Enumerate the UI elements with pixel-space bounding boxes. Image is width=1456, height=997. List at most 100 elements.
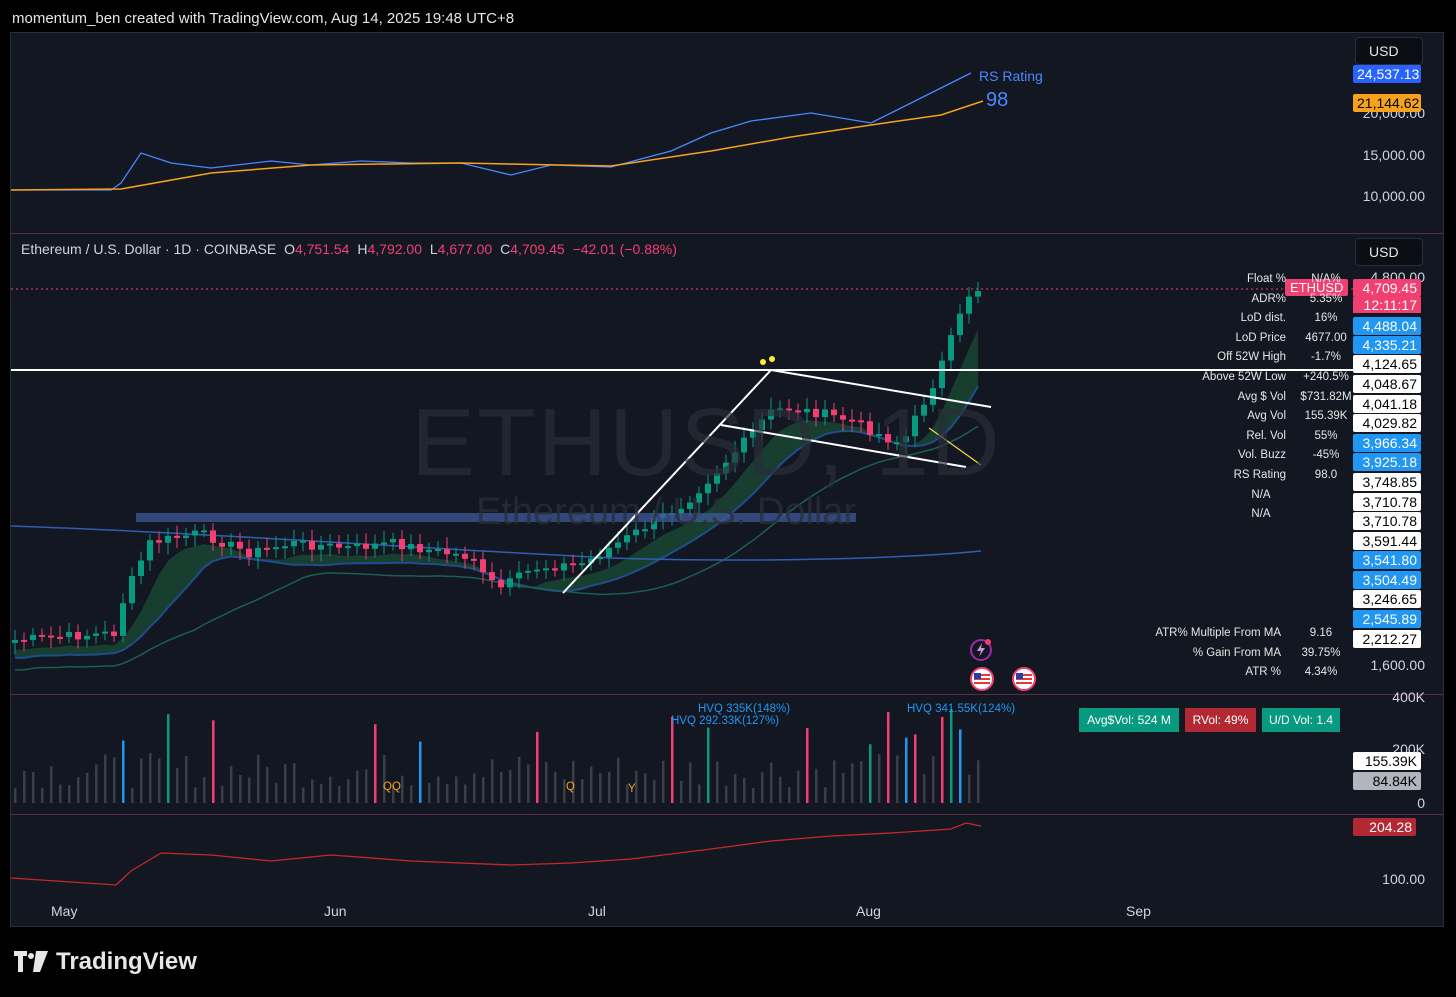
candle-body (534, 569, 540, 572)
volume-bar (212, 720, 215, 803)
stats-key: LoD dist. (1240, 312, 1286, 325)
chart-canvas[interactable] (11, 33, 1443, 926)
candle-body (291, 541, 297, 547)
candle-body (363, 543, 369, 549)
trendline-flag-bottom (720, 424, 967, 468)
candle-body (615, 542, 621, 548)
volume-bar (50, 766, 53, 803)
candle-body (120, 603, 126, 636)
ohlc-high: 4,792.00 (367, 241, 422, 257)
candle-body (723, 462, 729, 474)
candle-body (705, 483, 711, 494)
hvq-label: HVQ 335K(148%) (698, 703, 791, 715)
volume-bar (59, 784, 62, 803)
volume-bar (932, 756, 935, 803)
volume-bar (860, 761, 863, 803)
volume-bar (806, 728, 809, 803)
candle-body (732, 452, 738, 463)
candle-body (786, 408, 792, 411)
volume-bar (743, 778, 746, 803)
volume-bar (896, 755, 899, 803)
time-axis-label: Sep (1126, 903, 1151, 919)
volume-bar (194, 787, 197, 803)
symbol-watermark: ETHUSD, 1D (411, 389, 1002, 496)
candle-body (849, 419, 855, 422)
volume-bar (977, 760, 980, 803)
price-tag-level: 3,246.65 (1353, 590, 1421, 608)
volume-bar (131, 787, 134, 803)
candle-body (147, 540, 153, 561)
symbol-legend[interactable]: Ethereum / U.S. Dollar · 1D · COINBASE O… (21, 241, 681, 257)
volume-bar (635, 770, 638, 803)
candle-body (606, 547, 612, 558)
volume-bar (41, 787, 44, 803)
bar-countdown: 12:11:17 (1353, 297, 1421, 313)
candle-body (255, 547, 261, 558)
volume-bar (473, 773, 476, 803)
volume-bar (590, 766, 593, 803)
volume-bar (797, 770, 800, 803)
volume-bar (527, 764, 530, 803)
event-marker-qq[interactable]: QQ (383, 781, 401, 793)
us-flag-icon[interactable] (1011, 666, 1037, 692)
currency-button-top[interactable]: USD (1355, 37, 1423, 65)
volume-bar (824, 787, 827, 803)
candle-body (219, 542, 225, 547)
currency-button-main[interactable]: USD (1355, 238, 1423, 266)
price-tag-level: 4,124.65 (1353, 355, 1421, 373)
candle-body (381, 542, 387, 545)
atr-value: 39.75% (1301, 646, 1341, 659)
volume-bar (347, 779, 350, 803)
volume-bar (959, 729, 962, 803)
candle-body (570, 563, 576, 566)
pane-separator-rs[interactable] (11, 814, 1443, 815)
candle-body (948, 335, 954, 361)
volume-bar (374, 724, 377, 803)
price-tag-rs-line: 24,537.13 (1353, 65, 1421, 83)
time-axis-label: Jun (324, 903, 347, 919)
volume-tag-avg: 155.39K (1353, 752, 1421, 770)
volume-bar (752, 787, 755, 803)
ohlc-open: 4,751.54 (294, 241, 350, 257)
price-tag-level: 4,335.21 (1353, 336, 1421, 354)
candle-body (516, 572, 522, 579)
symbol-name[interactable]: Ethereum / U.S. Dollar · 1D · COINBASE (21, 241, 277, 257)
volume-bar (311, 779, 314, 803)
candle-body (768, 409, 774, 420)
candle-body (777, 408, 783, 411)
header-attribution: momentum_ben created with TradingView.co… (12, 10, 515, 27)
candle-body (813, 408, 819, 418)
volume-bar (653, 780, 656, 803)
footer-brand-name: TradingView (56, 948, 197, 975)
event-marker-q[interactable]: Q (566, 781, 575, 793)
candle-body (795, 410, 801, 413)
stats-value: -1.7% (1310, 351, 1342, 364)
ohlc-close-label: C (500, 241, 511, 257)
candle-body (174, 535, 180, 539)
up-down-volume-badge: U/D Vol: 1.4 (1262, 708, 1340, 732)
volume-bar (401, 775, 404, 803)
us-flag-icon[interactable] (969, 666, 995, 692)
event-marker-y[interactable]: Y (628, 783, 636, 795)
pane-separator-top[interactable] (11, 233, 1443, 234)
volume-bar (770, 762, 773, 803)
chart-frame[interactable]: USD RS Rating 98 20,000.00 15,000.00 10,… (10, 32, 1444, 927)
volume-bar (167, 714, 170, 803)
ohlc-low-label: L (429, 241, 438, 257)
candle-body (975, 290, 981, 297)
candle-body (561, 563, 567, 571)
price-tag-level: 2,545.89 (1353, 610, 1421, 628)
stats-value: 16% (1314, 312, 1338, 325)
symbol-badge: ETHUSD (1285, 279, 1349, 296)
pane-separator-volume[interactable] (11, 694, 1443, 695)
stats-key: Above 52W Low (1202, 371, 1286, 383)
candle-body (696, 493, 702, 503)
volume-bar (302, 787, 305, 803)
candle-body (66, 632, 72, 637)
candle-body (894, 442, 900, 445)
volume-bar (230, 765, 233, 803)
candle-body (93, 633, 99, 636)
flash-icon[interactable] (969, 638, 993, 662)
volume-bar (842, 772, 845, 803)
time-axis-label: Aug (856, 903, 881, 919)
